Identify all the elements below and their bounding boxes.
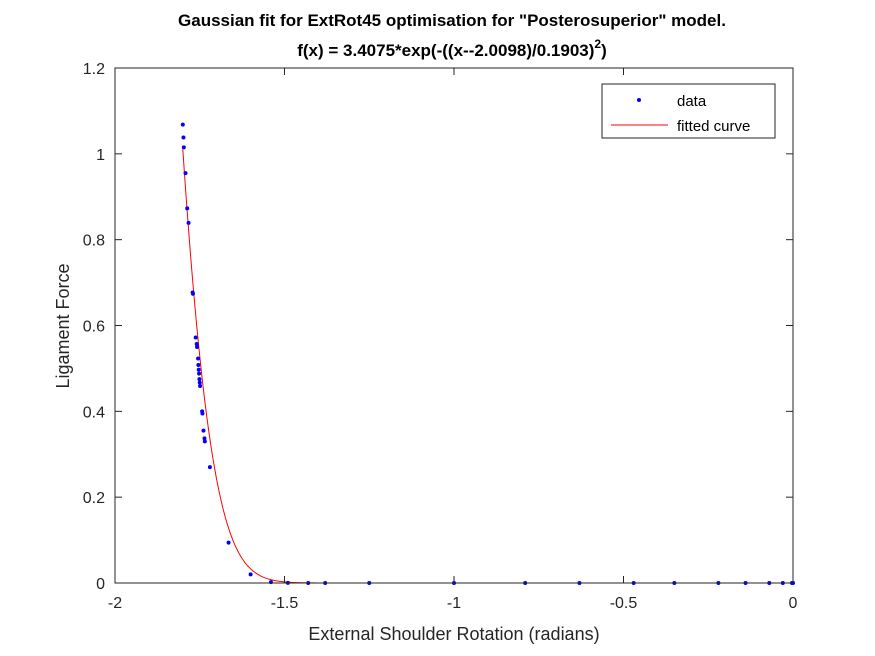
data-point (195, 344, 200, 349)
data-point (183, 171, 188, 176)
data-point (198, 384, 203, 389)
chart-title-line2: f(x) = 3.4075*exp(-((x--2.0098)/0.1903)2… (297, 37, 607, 60)
y-tick-label: 1.2 (83, 61, 105, 78)
chart-title-exponent: 2 (594, 37, 601, 51)
data-point (201, 428, 206, 433)
data-point (197, 371, 202, 376)
data-point (226, 540, 231, 545)
data-point (180, 122, 185, 127)
data-point (200, 411, 205, 416)
data-point (207, 465, 212, 470)
axis-ticks: -2 -1.5 -1 -0.5 0 0 0.2 0.4 0.6 0.8 1 1.2 (83, 61, 798, 612)
data-point (268, 580, 273, 585)
x-tick-label: -1 (447, 595, 461, 612)
x-tick-label: -0.5 (610, 595, 638, 612)
x-tick-label: -1.5 (271, 595, 299, 612)
legend-curve-label: fitted curve (677, 118, 750, 135)
y-tick-label: 0.4 (83, 404, 105, 421)
y-tick-label: 0.6 (83, 319, 105, 336)
x-axis-label: External Shoulder Rotation (radians) (308, 624, 599, 644)
x-tick-label: 0 (789, 595, 798, 612)
data-point (197, 380, 202, 385)
data-point (185, 206, 190, 211)
chart-title-closing: ) (601, 41, 607, 60)
data-point (181, 135, 186, 140)
legend-data-label: data (677, 93, 707, 110)
x-tick-label: -2 (108, 595, 122, 612)
data-point (186, 220, 191, 225)
data-point (196, 367, 201, 372)
y-axis-label: Ligament Force (53, 263, 73, 388)
data-points-layer (180, 122, 795, 585)
y-tick-label: 0.2 (83, 490, 105, 507)
chart-title-line1: Gaussian fit for ExtRot45 optimisation f… (178, 11, 726, 30)
chart-title-formula: f(x) = 3.4075*exp(-((x--2.0098)/0.1903) (297, 41, 594, 60)
data-point (202, 439, 207, 444)
data-point (181, 145, 186, 150)
data-point (197, 377, 202, 382)
legend-data-marker (637, 98, 641, 102)
legend-box (601, 83, 776, 139)
data-point (193, 335, 198, 340)
data-point (196, 356, 201, 361)
y-tick-label: 1 (96, 147, 105, 164)
data-point (202, 436, 207, 441)
data-point (248, 572, 253, 577)
y-tick-label: 0.8 (83, 233, 105, 250)
legend: data fitted curve (601, 83, 776, 139)
data-point (190, 291, 195, 296)
plot-area (115, 68, 793, 583)
y-tick-label: 0 (96, 576, 105, 593)
data-point (196, 362, 201, 367)
data-point (194, 341, 199, 346)
